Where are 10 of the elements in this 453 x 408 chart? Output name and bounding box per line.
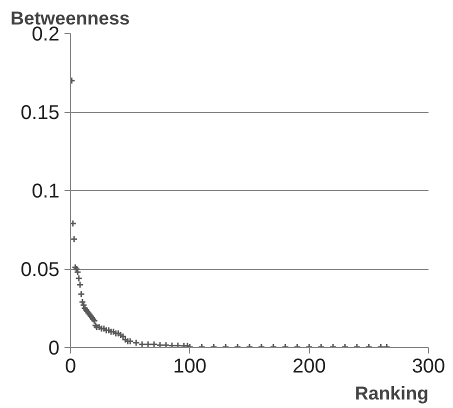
y-tick-label: 0.2 xyxy=(32,24,60,46)
y-tick-label: 0.15 xyxy=(20,102,60,124)
x-tick-label: 200 xyxy=(292,356,326,378)
y-tick-label: 0 xyxy=(48,338,60,360)
x-tick-label: 100 xyxy=(173,356,207,378)
x-tick-label: 0 xyxy=(64,356,76,378)
y-tick-label: 0.05 xyxy=(20,259,60,281)
y-tick-label: 0.1 xyxy=(32,180,60,202)
x-tick-label: 300 xyxy=(412,356,446,378)
x-axis-title: Ranking xyxy=(354,382,429,404)
